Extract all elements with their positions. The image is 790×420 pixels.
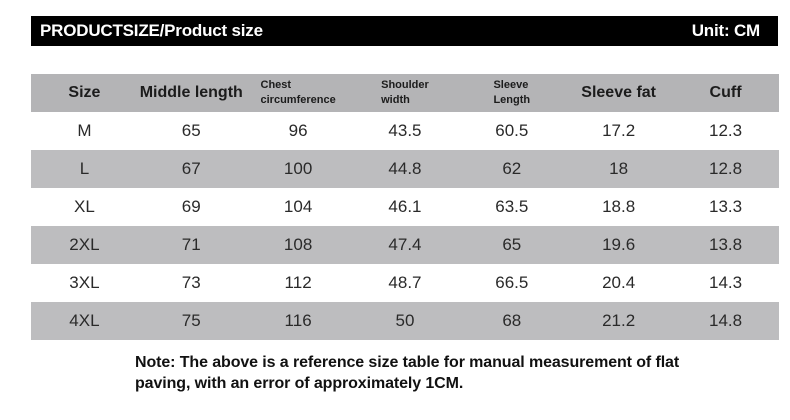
value-cell: 100: [283, 159, 313, 178]
value-cell: 112: [284, 273, 312, 292]
size-table-head: Size Middle length Chest circumference Shou…: [31, 74, 779, 112]
header-row: Size Middle length Chest circumference Shou…: [31, 74, 779, 112]
value-cell: 104: [283, 197, 313, 216]
value-cell: 19.6: [602, 235, 636, 254]
value-cell: 46.1: [388, 197, 422, 216]
value-cell: 65: [181, 121, 201, 140]
value-cell: 73: [181, 273, 201, 292]
value-cell: 20.4: [602, 273, 636, 292]
value-cell: 12.3: [708, 121, 743, 140]
table-row-xl: XL 69 104 46.1 63.5 18.8 13.3: [31, 188, 779, 226]
column-header-middle-length: Middle length: [139, 84, 243, 101]
table-row-3xl: 3XL 73 112 48.7 66.5 20.4 14.3: [31, 264, 779, 302]
value-cell: 60.5: [495, 121, 529, 140]
value-cell: 14.3: [708, 273, 743, 292]
value-cell: 63.5: [495, 197, 529, 216]
value-cell: 116: [284, 311, 312, 330]
value-cell: 108: [283, 235, 313, 254]
size-cell: 2XL: [69, 235, 100, 254]
value-cell: 68: [502, 311, 522, 330]
size-cell: 4XL: [69, 311, 100, 330]
column-header-sleeve-fat: Sleeve fat: [581, 84, 656, 101]
value-cell: 12.8: [708, 159, 743, 178]
column-header-shoulder-width: Shoulder width: [352, 74, 459, 112]
value-cell: 66.5: [495, 273, 529, 292]
size-cell: L: [79, 159, 90, 178]
table-row-l: L 67 100 44.8 62 18 12.8: [31, 150, 779, 188]
column-header-label: Sleeve Length: [493, 79, 531, 106]
table-row-m: M 65 96 43.5 60.5 17.2 12.3: [31, 112, 779, 150]
table-row-2xl: 2XL 71 108 47.4 65 19.6 13.8: [31, 226, 779, 264]
value-cell: 21.2: [602, 311, 636, 330]
value-cell: 50: [395, 311, 415, 330]
value-cell: 14.8: [708, 311, 743, 330]
value-cell: 47.4: [388, 235, 422, 254]
value-cell: 71: [181, 235, 201, 254]
size-cell: 3XL: [69, 273, 100, 292]
value-cell: 96: [288, 121, 308, 140]
column-header-chest-circumference: Chest circumference: [245, 74, 352, 112]
value-cell: 48.7: [388, 273, 422, 292]
value-cell: 62: [502, 159, 522, 178]
value-cell: 18.8: [602, 197, 636, 216]
value-cell: 43.5: [388, 121, 422, 140]
value-cell: 67: [181, 159, 201, 178]
value-cell: 17.2: [602, 121, 636, 140]
size-cell: M: [77, 121, 92, 140]
column-header-size: Size: [68, 84, 101, 101]
value-cell: 13.3: [708, 197, 743, 216]
value-cell: 44.8: [388, 159, 422, 178]
value-cell: 69: [181, 197, 201, 216]
column-header-label: Shoulder width: [381, 79, 429, 106]
size-table-body: M 65 96 43.5 60.5 17.2 12.3 L 67 100 44.8 62 18 12.8 X…: [31, 112, 779, 340]
size-cell: XL: [74, 197, 95, 216]
column-header-sleeve-length: Sleeve Length: [458, 74, 565, 112]
title-bar: PRODUCTSIZE/Product size Unit: CM: [31, 16, 778, 46]
column-header-cuff: Cuff: [709, 84, 742, 101]
page-title: PRODUCTSIZE/Product size: [40, 21, 263, 40]
column-header-label: Chest circumference: [260, 79, 336, 106]
size-table: Size Middle length Chest circumference Shou…: [31, 74, 779, 340]
value-cell: 75: [181, 311, 201, 330]
unit-label: Unit: CM: [691, 21, 760, 40]
note-text: Note: The above is a reference size tabl…: [135, 354, 680, 392]
value-cell: 65: [502, 235, 522, 254]
value-cell: 18: [609, 159, 629, 178]
value-cell: 13.8: [708, 235, 743, 254]
table-row-4xl: 4XL 75 116 50 68 21.2 14.8: [31, 302, 779, 340]
